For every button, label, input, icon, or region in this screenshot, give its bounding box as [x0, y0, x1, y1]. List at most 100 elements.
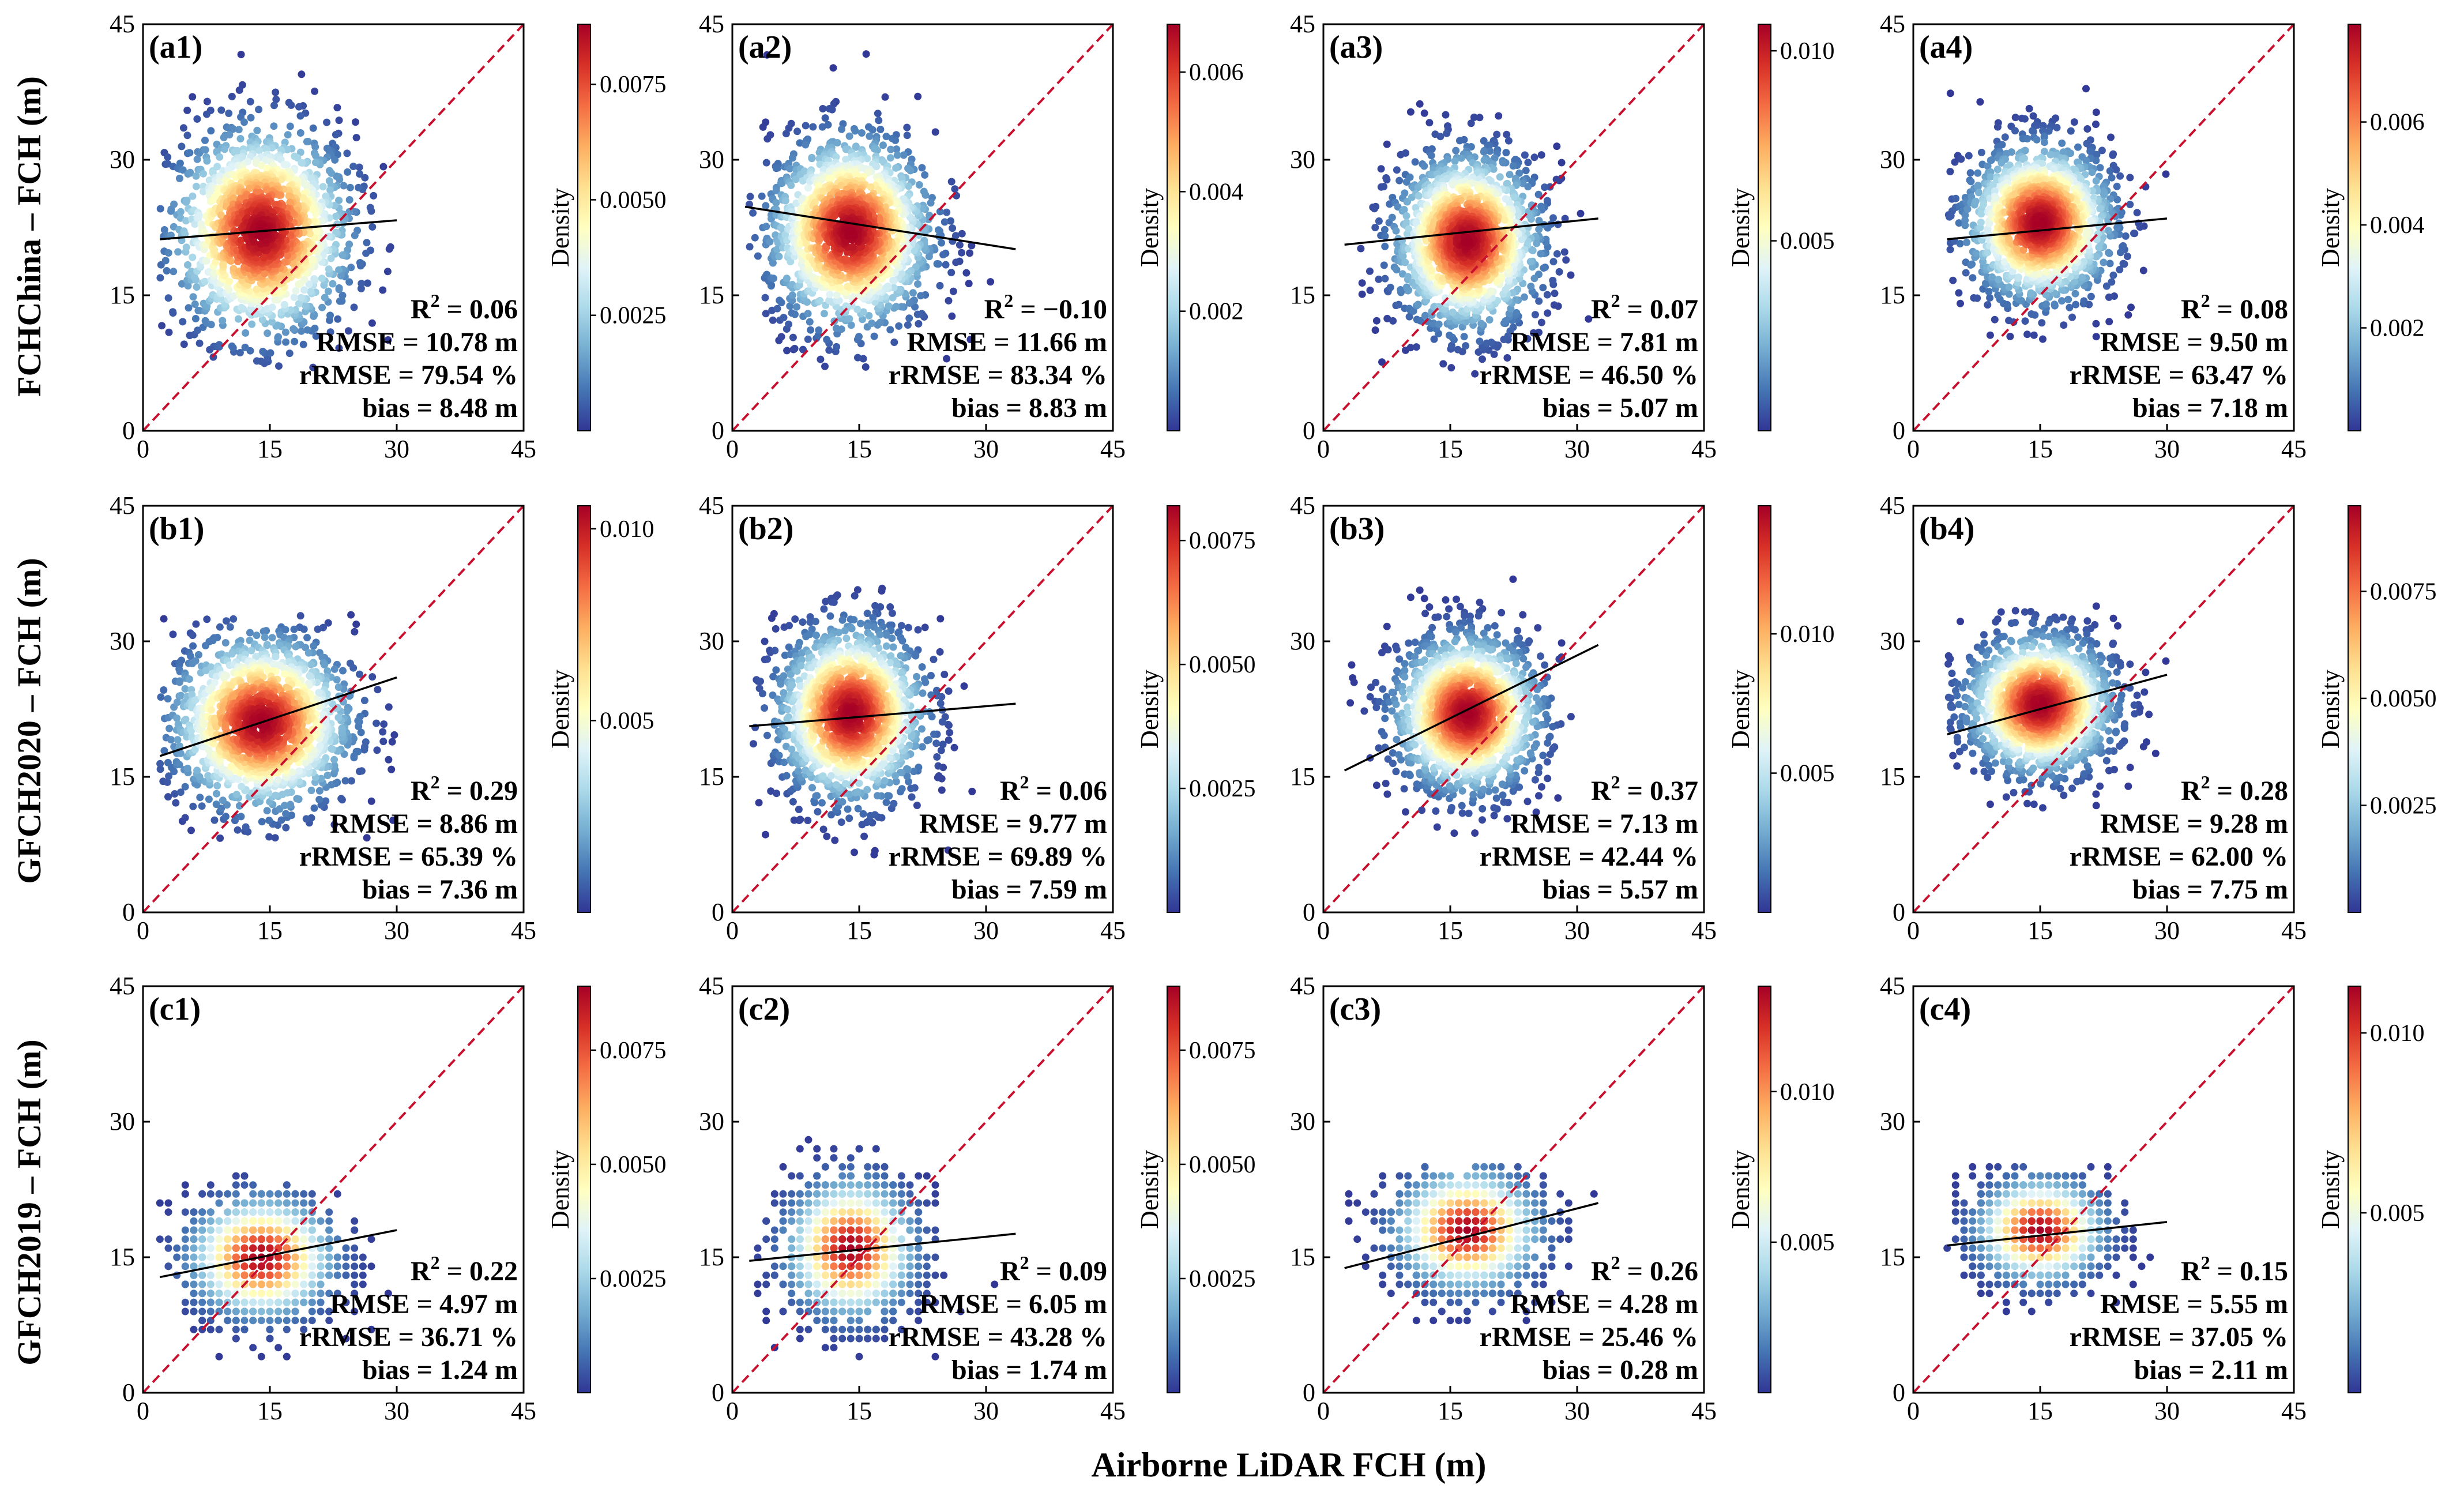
data-point — [272, 95, 280, 103]
data-point — [952, 258, 960, 266]
r2-symbol: R — [984, 294, 1005, 325]
data-point — [1986, 294, 1994, 302]
data-point — [851, 127, 859, 135]
data-point — [356, 170, 364, 178]
data-point — [786, 302, 794, 310]
data-point — [1460, 333, 1468, 341]
data-point — [793, 303, 801, 311]
data-point — [853, 305, 862, 313]
data-point — [915, 320, 923, 328]
data-point — [2070, 118, 2078, 126]
data-point — [183, 106, 191, 114]
data-point — [2102, 282, 2111, 290]
data-point — [1503, 130, 1511, 138]
data-point — [942, 261, 950, 269]
data-point — [307, 288, 314, 296]
data-point — [1402, 178, 1410, 186]
data-point — [2088, 168, 2096, 176]
data-point — [827, 174, 835, 182]
data-point — [2082, 85, 2090, 93]
data-point — [1973, 294, 1981, 302]
x-tick-label: 15 — [1438, 435, 1463, 463]
data-point — [2109, 161, 2117, 170]
data-point — [1963, 205, 1972, 213]
data-point — [2039, 335, 2047, 343]
data-point — [1462, 342, 1470, 350]
data-point — [187, 268, 195, 276]
data-point — [787, 258, 795, 266]
data-point — [1487, 287, 1495, 295]
data-point — [186, 149, 194, 157]
data-point — [2100, 191, 2108, 199]
data-point — [1393, 266, 1401, 274]
x-tick-label: 15 — [847, 435, 872, 463]
data-point — [191, 300, 199, 308]
data-point — [2096, 205, 2104, 213]
y-tick-label: 45 — [699, 10, 724, 38]
rrmse-annotation: rRMSE = 46.50 % — [1480, 360, 1698, 390]
data-point — [1561, 215, 1569, 223]
data-point — [333, 104, 341, 112]
data-point — [253, 126, 261, 134]
data-point — [816, 296, 824, 305]
data-point — [1439, 360, 1447, 368]
data-point — [1995, 276, 2003, 284]
data-point — [298, 327, 306, 335]
data-point — [788, 296, 796, 305]
data-point — [1479, 355, 1486, 363]
data-point — [783, 347, 791, 355]
data-point — [1392, 227, 1400, 235]
data-point — [344, 327, 352, 335]
data-point — [2064, 295, 2072, 303]
data-point — [186, 169, 194, 177]
data-point — [836, 283, 844, 291]
data-point — [2109, 151, 2117, 159]
data-point — [2033, 136, 2041, 144]
data-point — [1447, 341, 1455, 349]
data-point — [866, 132, 874, 140]
panel-label: (a3) — [1329, 29, 1383, 65]
data-point — [2025, 104, 2033, 112]
data-point — [772, 187, 780, 194]
data-point — [962, 269, 970, 277]
data-point — [1499, 159, 1507, 167]
data-point — [1549, 214, 1557, 222]
data-point — [1416, 100, 1424, 108]
data-point — [761, 294, 769, 302]
data-point — [1527, 283, 1535, 291]
data-point — [309, 205, 317, 213]
data-point — [170, 268, 178, 276]
data-point — [2105, 249, 2113, 257]
data-point — [268, 318, 276, 326]
data-point — [2067, 127, 2075, 135]
data-point — [831, 212, 839, 220]
data-point — [258, 315, 266, 324]
data-point — [1449, 309, 1457, 316]
r2-annotation: R2 = 0.07 — [1591, 290, 1698, 325]
data-point — [859, 308, 867, 316]
data-point — [158, 322, 166, 330]
data-point — [804, 335, 812, 343]
data-point — [1462, 238, 1470, 246]
data-point — [1372, 202, 1380, 211]
data-point — [820, 310, 828, 318]
r2-equals: = — [440, 294, 469, 325]
data-point — [1402, 212, 1410, 220]
data-point — [311, 143, 319, 151]
data-point — [299, 340, 307, 348]
data-point — [189, 253, 197, 261]
data-point — [2019, 155, 2027, 163]
data-point — [2105, 293, 2113, 301]
data-point — [297, 294, 305, 302]
data-point — [857, 129, 866, 137]
data-point — [298, 70, 306, 78]
data-point — [808, 155, 816, 163]
data-point — [792, 199, 800, 207]
data-point — [2116, 249, 2124, 257]
y-tick-label: 30 — [1290, 145, 1315, 174]
data-point — [335, 344, 343, 352]
data-point — [1388, 213, 1396, 221]
data-point — [209, 196, 217, 204]
data-point — [1405, 286, 1413, 294]
data-point — [1491, 154, 1499, 162]
